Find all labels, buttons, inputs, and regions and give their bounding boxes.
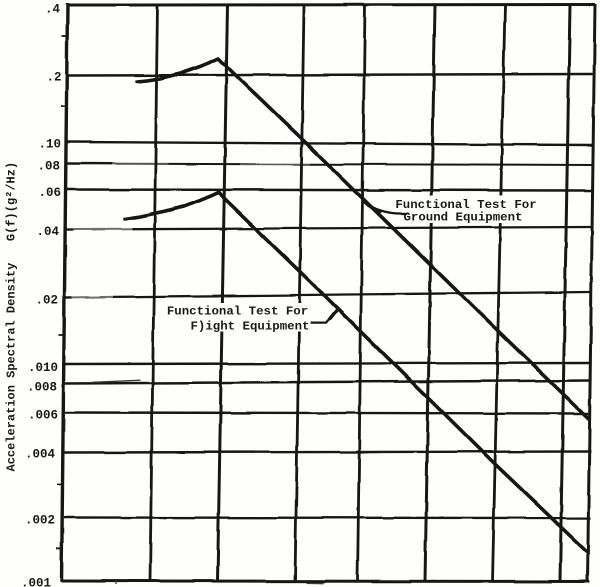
svg-text:.010: .010: [28, 361, 58, 375]
svg-text:.4: .4: [45, 2, 61, 16]
svg-text:Acceleration Spectral Density: Acceleration Spectral Density G(f)(g²/Hz…: [5, 162, 19, 472]
svg-text:Functional Test For: Functional Test For: [167, 304, 308, 318]
svg-text:.002: .002: [25, 513, 55, 527]
svg-text:.02: .02: [35, 293, 58, 307]
svg-text:.2: .2: [46, 70, 61, 84]
svg-text:F)ight Equipment: F)ight Equipment: [191, 319, 310, 333]
svg-text:.06: .06: [38, 186, 61, 200]
svg-text:.004: .004: [25, 447, 56, 461]
svg-text:.08: .08: [37, 160, 60, 174]
svg-text:.10: .10: [38, 137, 61, 151]
svg-text:.04: .04: [36, 225, 59, 239]
svg-text:Functional Test For: Functional Test For: [395, 198, 536, 212]
svg-text:.008: .008: [27, 380, 57, 394]
svg-text:.001: .001: [21, 576, 51, 587]
svg-text:Ground Equipment: Ground Equipment: [404, 210, 523, 224]
svg-text:.006: .006: [28, 408, 58, 422]
